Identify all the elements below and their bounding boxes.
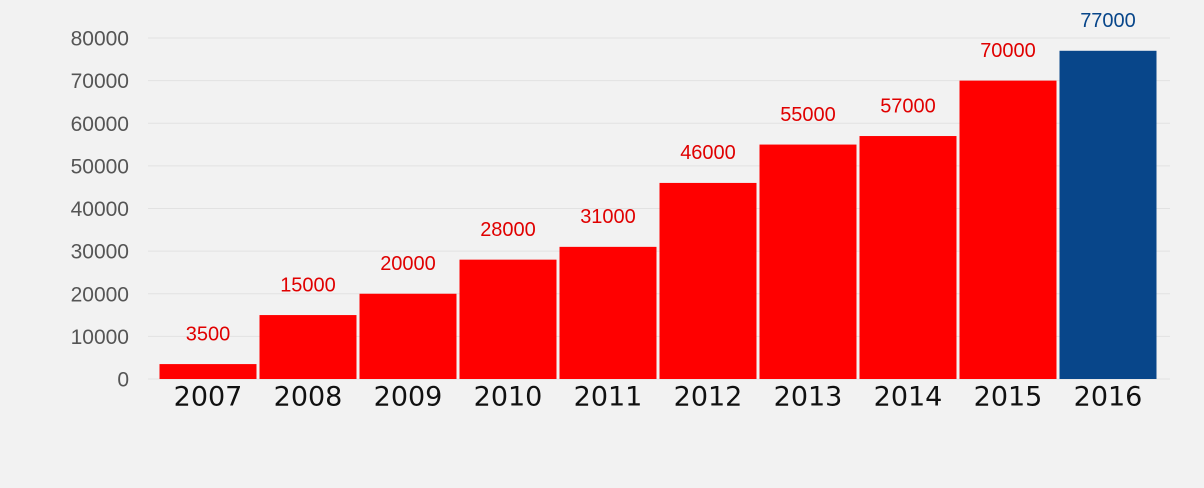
y-tick-label: 10000 — [71, 326, 129, 349]
y-tick-label: 50000 — [71, 155, 129, 178]
bar — [859, 136, 957, 379]
value-label: 15000 — [280, 274, 336, 296]
x-tick-label: 2012 — [674, 382, 743, 413]
bar — [359, 293, 457, 379]
value-label: 77000 — [1080, 10, 1136, 32]
y-tick-label: 40000 — [71, 198, 129, 221]
x-tick-label: 2013 — [774, 382, 843, 413]
value-label: 70000 — [980, 40, 1036, 62]
y-tick-label: 60000 — [71, 113, 129, 136]
bar — [559, 246, 657, 379]
value-label: 3500 — [186, 323, 231, 345]
x-tick-label: 2014 — [874, 382, 943, 413]
y-tick-label: 30000 — [71, 241, 129, 264]
y-tick-label: 20000 — [71, 283, 129, 306]
x-tick-label: 2015 — [974, 382, 1043, 413]
x-tick-label: 2008 — [274, 382, 343, 413]
x-tick-label: 2010 — [474, 382, 543, 413]
bar — [159, 364, 257, 379]
bar — [759, 144, 857, 379]
value-label: 46000 — [680, 142, 736, 164]
bar — [959, 80, 1057, 379]
value-label: 55000 — [780, 104, 836, 126]
value-label: 31000 — [580, 206, 636, 228]
bar — [1059, 50, 1157, 379]
x-tick-label: 2016 — [1074, 382, 1143, 413]
bar — [459, 259, 557, 379]
value-label: 57000 — [880, 95, 936, 117]
y-tick-label: 80000 — [71, 28, 129, 51]
x-tick-label: 2007 — [174, 382, 243, 413]
bar — [659, 182, 757, 379]
y-tick-label: 0 — [117, 369, 129, 392]
value-label: 20000 — [380, 253, 436, 275]
bar — [259, 315, 357, 379]
x-tick-label: 2009 — [374, 382, 443, 413]
x-tick-label: 2011 — [574, 382, 643, 413]
y-tick-label: 70000 — [71, 70, 129, 93]
value-label: 28000 — [480, 219, 536, 241]
